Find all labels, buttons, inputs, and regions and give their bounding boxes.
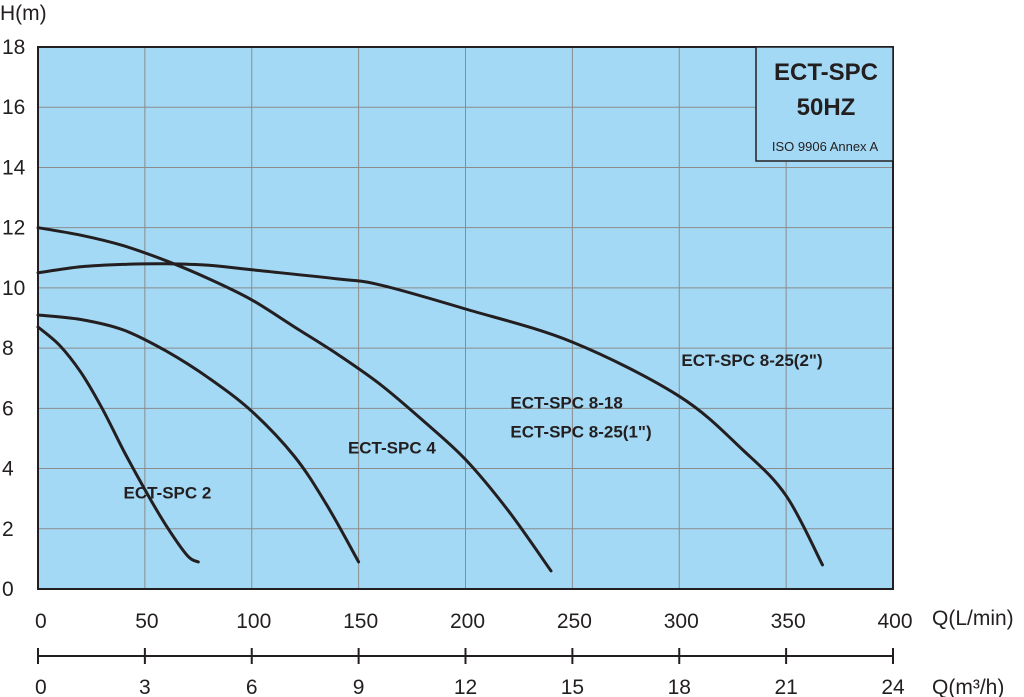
y-tick-label: 18 (2, 36, 25, 59)
title-box-frame (755, 46, 894, 162)
title-box-standard: ISO 9906 Annex A (772, 139, 879, 154)
curve-ect-spc-4 (36, 313, 361, 564)
x2-tick-label: 12 (454, 676, 477, 697)
x-tick-label: 250 (557, 610, 592, 633)
x2-axis-title: Q(m³/h) (932, 676, 1004, 697)
grid (38, 47, 893, 589)
x-tick-label: 100 (236, 610, 271, 633)
y-axis-title: H(m) (0, 2, 47, 25)
y-tick-label: 2 (2, 518, 14, 541)
title-box-frequency: 50HZ (797, 94, 856, 121)
curve-label-ect-spc-8-25-2: ECT-SPC 8-25(2") (681, 351, 822, 370)
x-axis-title: Q(L/min) (932, 607, 1014, 630)
x-tick-label: 400 (877, 610, 912, 633)
y-tick-label: 12 (2, 217, 25, 240)
x2-tick-label: 15 (561, 676, 584, 697)
curve-label-ect-spc-2: ECT-SPC 2 (124, 484, 212, 503)
x2-tick-label: 9 (353, 676, 365, 697)
curve-label-ect-spc-4: ECT-SPC 4 (348, 439, 436, 458)
y-tick-label: 8 (2, 337, 14, 360)
x2-tick-label: 3 (139, 676, 151, 697)
title-box-model: ECT-SPC (774, 59, 878, 86)
x-tick-label: 350 (771, 610, 806, 633)
curve-ect-spc-2 (36, 325, 200, 564)
y-tick-label: 4 (2, 458, 14, 481)
curve-label-ect-spc-8-18: ECT-SPC 8-18 ECT-SPC 8-25(1") (510, 393, 651, 441)
x-tick-label: 50 (135, 610, 158, 633)
plot-frame (37, 46, 894, 590)
y-tick-label: 0 (2, 578, 14, 601)
y-tick-label: 16 (2, 96, 25, 119)
x-tick-label: 300 (664, 610, 699, 633)
x2-tick-label: 6 (246, 676, 258, 697)
y-tick-label: 6 (2, 397, 14, 420)
x2-tick-label: 24 (881, 676, 905, 697)
curve-ect-spc-8-18 (36, 226, 553, 573)
x2-tick-label: 21 (774, 676, 797, 697)
y-tick-label: 10 (2, 277, 25, 300)
curve-labels: ECT-SPC 2 ECT-SPC 4 ECT-SPC 8-18 ECT-SPC 8-… (124, 351, 823, 502)
x-tick-label: 150 (343, 610, 378, 633)
x2-tick-label: 18 (668, 676, 691, 697)
y-tick-label: 14 (2, 156, 26, 179)
x-tick-label: 0 (35, 610, 47, 633)
title-box: ECT-SPC 50HZ ISO 9906 Annex A (755, 46, 894, 162)
curve-ect-spc-8-25-2 (36, 262, 824, 567)
x-tick-label: 200 (450, 610, 485, 633)
curves (36, 226, 824, 573)
x2-tick-label: 0 (35, 676, 47, 697)
